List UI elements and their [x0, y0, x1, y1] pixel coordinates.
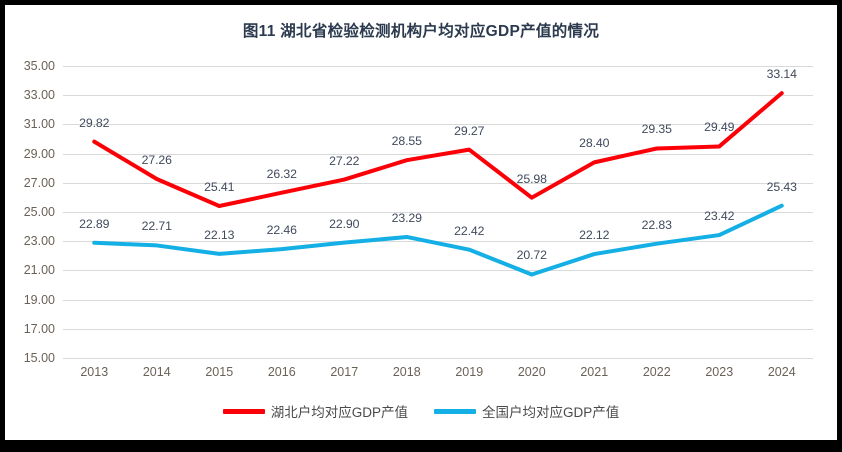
data-label: 23.42	[704, 209, 735, 224]
data-label: 29.35	[641, 122, 672, 137]
y-axis-tick-label: 17.00	[23, 321, 55, 336]
gridline	[63, 299, 813, 301]
gridline	[63, 212, 813, 213]
data-label: 25.98	[516, 171, 547, 186]
data-label: 27.22	[329, 153, 360, 168]
data-label: 25.43	[766, 179, 797, 194]
data-label: 26.32	[266, 166, 297, 181]
chart-frame: 图11 湖北省检验检测机构户均对应GDP产值的情况 35.00 33.00 31.0…	[5, 5, 837, 440]
y-axis-tick-label: 21.00	[23, 263, 55, 278]
data-label: 28.40	[579, 136, 610, 151]
x-axis-tick-label: 2015	[205, 365, 234, 379]
plot-area: 35.00 33.00 31.00 29.00 27.00 25.00 23.00 21.00…	[24, 59, 813, 379]
legend-swatch-icon	[222, 408, 265, 414]
series-lines	[92, 91, 784, 277]
data-label: 22.13	[204, 227, 235, 242]
data-label: 22.12	[579, 228, 610, 243]
gridline	[63, 270, 813, 272]
y-axis-tick-label: 35.00	[23, 59, 55, 73]
data-label: 22.42	[454, 223, 485, 238]
legend-item-label: 湖北户均对应GDP产值	[270, 405, 408, 420]
data-label: 28.55	[391, 134, 422, 149]
gridline	[63, 328, 813, 330]
data-label: 22.90	[329, 216, 360, 231]
y-axis-tick-label: 31.00	[23, 117, 55, 132]
x-axis-tick-label: 2021	[580, 365, 609, 379]
data-label: 22.46	[266, 223, 297, 238]
legend-item[interactable]: 湖北户均对应GDP产值	[222, 401, 408, 421]
y-axis-tick-label: 29.00	[23, 146, 55, 161]
x-axis-tick-label: 2014	[142, 365, 171, 379]
gridline	[63, 124, 813, 126]
data-label: 20.72	[516, 248, 547, 263]
page-title: 图11 湖北省检验检测机构户均对应GDP产值的情况	[242, 23, 600, 40]
gridline	[63, 358, 813, 359]
x-axis-tick-label: 2022	[642, 365, 671, 379]
y-axis-tick-label: 25.00	[23, 205, 55, 219]
y-axis-tick-label: 27.00	[23, 175, 55, 190]
y-axis-tick-label: 15.00	[23, 351, 55, 365]
series-line-hubei	[92, 91, 784, 209]
data-label: 27.26	[141, 153, 172, 167]
data-label: 23.29	[391, 210, 422, 225]
gridline	[63, 95, 813, 97]
x-axis-tick-label: 2016	[267, 365, 296, 379]
legend: 湖北户均对应GDP产值 全国户均对应GDP产值	[5, 401, 837, 421]
y-axis-tick-label: 33.00	[23, 88, 55, 103]
x-axis-tick-label: 2020	[517, 365, 546, 379]
y-axis-tick-label: 19.00	[23, 292, 55, 307]
legend-swatch-icon	[434, 408, 476, 414]
data-label: 22.71	[141, 219, 172, 234]
data-label: 22.83	[641, 217, 672, 232]
gridline	[63, 66, 813, 67]
x-axis-tick-label: 2018	[392, 365, 421, 379]
data-label: 25.41	[204, 180, 235, 194]
series-line-national	[92, 203, 784, 277]
x-axis-tick-label: 2024	[767, 365, 796, 379]
x-axis-tick-label: 2013	[80, 365, 109, 379]
x-axis-tick-label: 2019	[455, 365, 484, 379]
data-label: 29.82	[79, 115, 110, 130]
y-axis-tick-label: 23.00	[23, 234, 55, 249]
data-label: 29.27	[454, 123, 485, 138]
x-axis-tick-label: 2023	[705, 365, 734, 379]
data-label: 33.14	[766, 67, 797, 82]
x-axis-tick-label: 2017	[330, 365, 359, 379]
data-label: 29.49	[704, 120, 735, 135]
data-label: 22.89	[79, 216, 110, 231]
legend-item-label: 全国户均对应GDP产值	[482, 405, 620, 420]
gridline	[63, 182, 813, 184]
legend-item[interactable]: 全国户均对应GDP产值	[434, 401, 619, 421]
